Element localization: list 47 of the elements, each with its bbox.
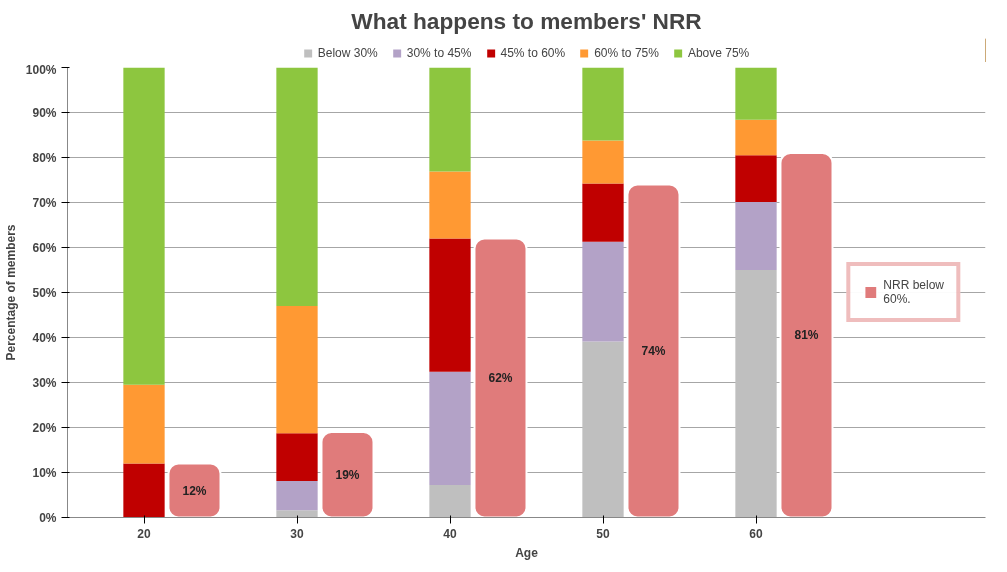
y-tick-label: 100%: [25, 62, 57, 77]
y-tick-label: 60%: [32, 240, 57, 255]
bar: [582, 241, 624, 342]
bar: [735, 155, 777, 203]
bar: [123, 67, 165, 385]
bar: [735, 67, 777, 120]
y-tick-label: 90%: [32, 105, 57, 120]
bar: [429, 171, 471, 239]
x-tick-label: 50: [596, 526, 610, 541]
y-tick-label: 10%: [32, 465, 57, 480]
bar: [735, 119, 777, 156]
y-tick-label: 30%: [32, 375, 57, 390]
bar: [429, 485, 471, 518]
y-axis-title: Percentage of members: [3, 224, 18, 361]
bar: [276, 510, 318, 518]
data-label: 62%: [488, 371, 513, 385]
bar: [276, 306, 318, 434]
legend-label: 45% to 60%: [500, 46, 566, 60]
y-tick-label: 70%: [32, 195, 57, 210]
x-tick-label: 30: [290, 526, 304, 541]
legend-label: 60% to 75%: [594, 46, 659, 60]
data-label: 19%: [335, 467, 360, 482]
y-tick-label: 0%: [39, 510, 57, 525]
x-tick-label: 40: [443, 526, 457, 541]
legend-label: 30% to 45%: [406, 46, 472, 60]
data-label: 74%: [641, 344, 666, 358]
bar: [473, 237, 528, 518]
bar: [735, 202, 777, 270]
chart-title: What happens to members' NRR: [351, 7, 702, 34]
legend-label: Above 75%: [687, 46, 750, 60]
bar: [123, 384, 165, 464]
bar: [429, 67, 471, 172]
bar: [582, 67, 624, 141]
x-axis-title: Age: [515, 545, 539, 560]
y-tick-label: 80%: [32, 150, 57, 165]
y-tick-label: 40%: [32, 330, 57, 345]
x-tick-label: 20: [137, 526, 151, 541]
x-tick-label: 60: [749, 526, 763, 541]
data-label: 12%: [182, 483, 207, 498]
data-label: 81%: [794, 328, 819, 343]
bar: [582, 183, 624, 242]
legend-label: NRR below 60%.: [883, 278, 944, 306]
bar: [276, 67, 318, 306]
y-tick-label: 20%: [32, 420, 57, 435]
y-tick-label: 50%: [32, 285, 57, 300]
bar: [582, 140, 624, 184]
legend-label: Below 30%: [317, 46, 378, 60]
